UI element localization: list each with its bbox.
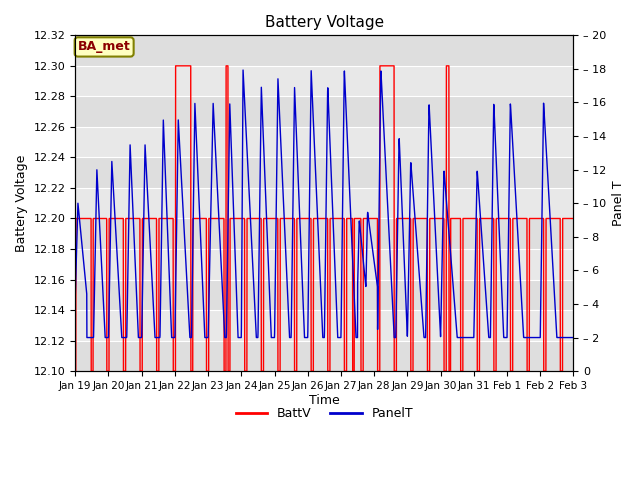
Bar: [76, 157, 573, 188]
Title: Battery Voltage: Battery Voltage: [265, 15, 384, 30]
X-axis label: Time: Time: [309, 394, 340, 407]
Y-axis label: Battery Voltage: Battery Voltage: [15, 155, 28, 252]
Bar: [76, 96, 573, 127]
Bar: [76, 279, 573, 310]
Bar: [76, 36, 573, 66]
Y-axis label: Panel T: Panel T: [612, 180, 625, 226]
Bar: [76, 218, 573, 249]
Legend: BattV, PanelT: BattV, PanelT: [230, 402, 418, 425]
Bar: [76, 341, 573, 371]
Text: BA_met: BA_met: [78, 40, 131, 53]
